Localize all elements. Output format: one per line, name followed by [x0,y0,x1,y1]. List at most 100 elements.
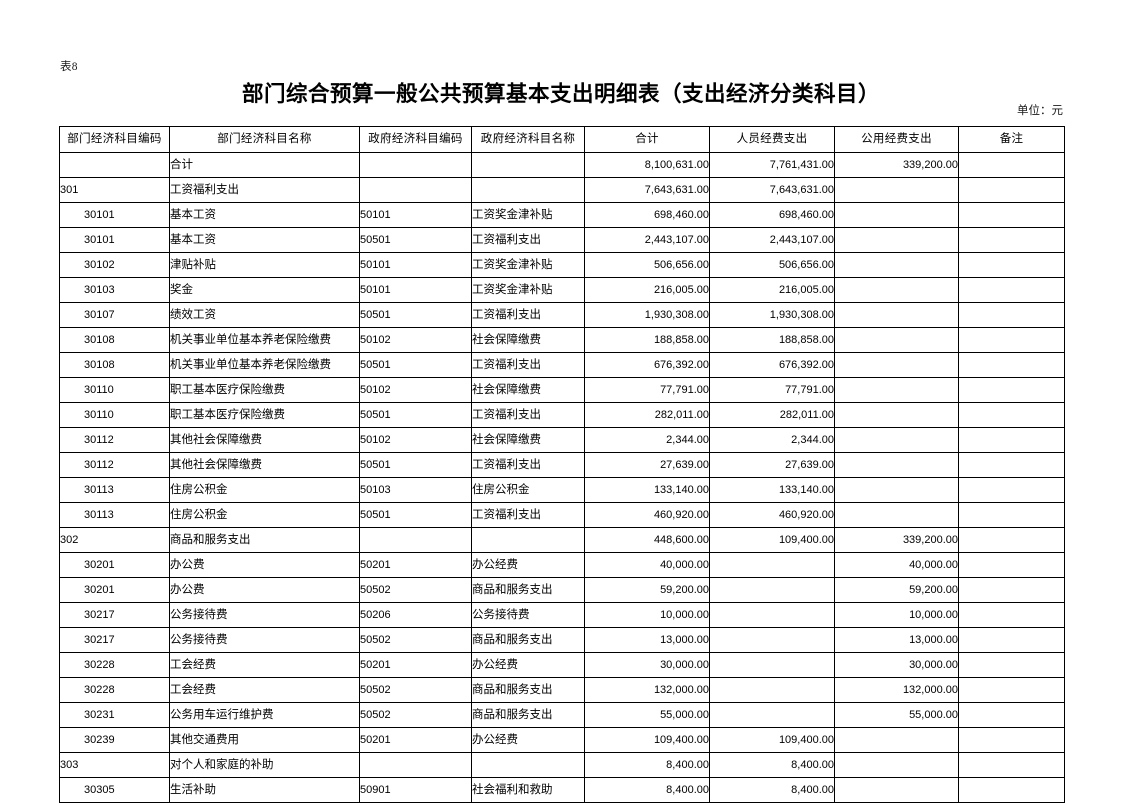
cell-public [834,402,959,428]
cell-public: 13,000.00 [834,627,959,653]
cell-remark [958,402,1065,428]
cell-remark [958,427,1065,453]
cell-gov-name: 工资奖金津补贴 [471,202,585,228]
cell-dept-code: 30112 [59,452,170,478]
cell-personnel: 8,400.00 [709,752,835,778]
cell-dept-name: 对个人和家庭的补助 [169,752,360,778]
cell-gov-code: 50102 [359,377,472,403]
cell-gov-code: 50102 [359,427,472,453]
cell-total: 506,656.00 [584,252,710,278]
cell-total: 2,344.00 [584,427,710,453]
cell-remark [958,277,1065,303]
table-row: 30103 奖金 50101 工资奖金津补贴 216,005.00 216,005.00 [59,277,1065,303]
cell-gov-name: 商品和服务支出 [471,577,585,603]
cell-gov-code: 50502 [359,627,472,653]
table-row: 303 对个人和家庭的补助 8,400.00 8,400.00 [59,752,1065,778]
column-header-remark: 备注 [958,126,1065,153]
cell-dept-name: 工资福利支出 [169,177,360,203]
cell-total: 8,100,631.00 [584,152,710,178]
cell-gov-name: 社会保障缴费 [471,327,585,353]
cell-total: 109,400.00 [584,727,710,753]
cell-gov-code: 50501 [359,452,472,478]
cell-dept-name: 其他社会保障缴费 [169,452,360,478]
cell-gov-code: 50501 [359,227,472,253]
cell-personnel [709,577,835,603]
cell-public [834,202,959,228]
cell-dept-name: 商品和服务支出 [169,527,360,553]
table-row: 30217 公务接待费 50206 公务接待费 10,000.00 10,000.00 [59,602,1065,628]
cell-remark [958,327,1065,353]
table-row: 30108 机关事业单位基本养老保险缴费 50102 社会保障缴费 188,858.00… [59,327,1065,353]
cell-dept-name: 住房公积金 [169,502,360,528]
cell-remark [958,152,1065,178]
cell-total: 460,920.00 [584,502,710,528]
cell-public: 10,000.00 [834,602,959,628]
cell-total: 10,000.00 [584,602,710,628]
cell-total: 77,791.00 [584,377,710,403]
cell-total: 8,400.00 [584,752,710,778]
cell-total: 676,392.00 [584,352,710,378]
cell-gov-name: 社会福利和救助 [471,777,585,803]
table-row: 30112 其他社会保障缴费 50102 社会保障缴费 2,344.00 2,344.00 [59,427,1065,453]
cell-remark [958,227,1065,253]
cell-gov-code: 50502 [359,702,472,728]
table-row: 30112 其他社会保障缴费 50501 工资福利支出 27,639.00 27,639.… [59,452,1065,478]
cell-gov-code: 50201 [359,727,472,753]
cell-remark [958,377,1065,403]
cell-dept-code: 303 [59,752,170,778]
cell-total: 133,140.00 [584,477,710,503]
budget-detail-table: 部门经济科目编码 部门经济科目名称 政府经济科目编码 政府经济科目名称 合计 人… [59,126,1065,803]
cell-personnel: 2,443,107.00 [709,227,835,253]
cell-dept-code: 30101 [59,227,170,253]
cell-dept-code: 30110 [59,377,170,403]
cell-public: 132,000.00 [834,677,959,703]
cell-personnel [709,627,835,653]
cell-personnel: 77,791.00 [709,377,835,403]
cell-gov-code: 50501 [359,302,472,328]
table-header-row: 部门经济科目编码 部门经济科目名称 政府经济科目编码 政府经济科目名称 合计 人… [59,126,1065,153]
cell-total: 2,443,107.00 [584,227,710,253]
cell-gov-code: 50101 [359,277,472,303]
cell-personnel: 7,643,631.00 [709,177,835,203]
cell-dept-code: 30110 [59,402,170,428]
cell-personnel: 216,005.00 [709,277,835,303]
cell-dept-code: 30231 [59,702,170,728]
cell-personnel: 282,011.00 [709,402,835,428]
cell-total: 13,000.00 [584,627,710,653]
cell-total: 8,400.00 [584,777,710,803]
cell-gov-code: 50101 [359,252,472,278]
cell-gov-code: 50102 [359,327,472,353]
cell-gov-code: 50502 [359,577,472,603]
cell-gov-name [471,752,585,778]
cell-remark [958,777,1065,803]
page-title: 部门综合预算一般公共预算基本支出明细表（支出经济分类科目） [241,82,880,106]
cell-public [834,502,959,528]
cell-personnel: 460,920.00 [709,502,835,528]
cell-dept-name: 办公费 [169,552,360,578]
cell-remark [958,552,1065,578]
cell-dept-name: 其他社会保障缴费 [169,427,360,453]
cell-personnel: 8,400.00 [709,777,835,803]
cell-gov-name [471,152,585,178]
cell-public: 59,200.00 [834,577,959,603]
cell-dept-code [59,152,170,178]
cell-personnel: 698,460.00 [709,202,835,228]
cell-remark [958,477,1065,503]
table-row: 30110 职工基本医疗保险缴费 50501 工资福利支出 282,011.00 282,… [59,402,1065,428]
cell-remark [958,602,1065,628]
cell-dept-code: 30239 [59,727,170,753]
cell-dept-name: 住房公积金 [169,477,360,503]
cell-gov-code: 50502 [359,677,472,703]
cell-total: 40,000.00 [584,552,710,578]
cell-gov-code: 50501 [359,352,472,378]
cell-remark [958,577,1065,603]
cell-gov-name: 商品和服务支出 [471,677,585,703]
cell-remark [958,252,1065,278]
currency-unit-note: 单位：元 [1017,105,1063,117]
column-header-personnel: 人员经费支出 [709,126,835,153]
cell-personnel [709,602,835,628]
cell-total: 1,930,308.00 [584,302,710,328]
cell-public [834,377,959,403]
cell-dept-code: 30217 [59,627,170,653]
cell-personnel: 676,392.00 [709,352,835,378]
